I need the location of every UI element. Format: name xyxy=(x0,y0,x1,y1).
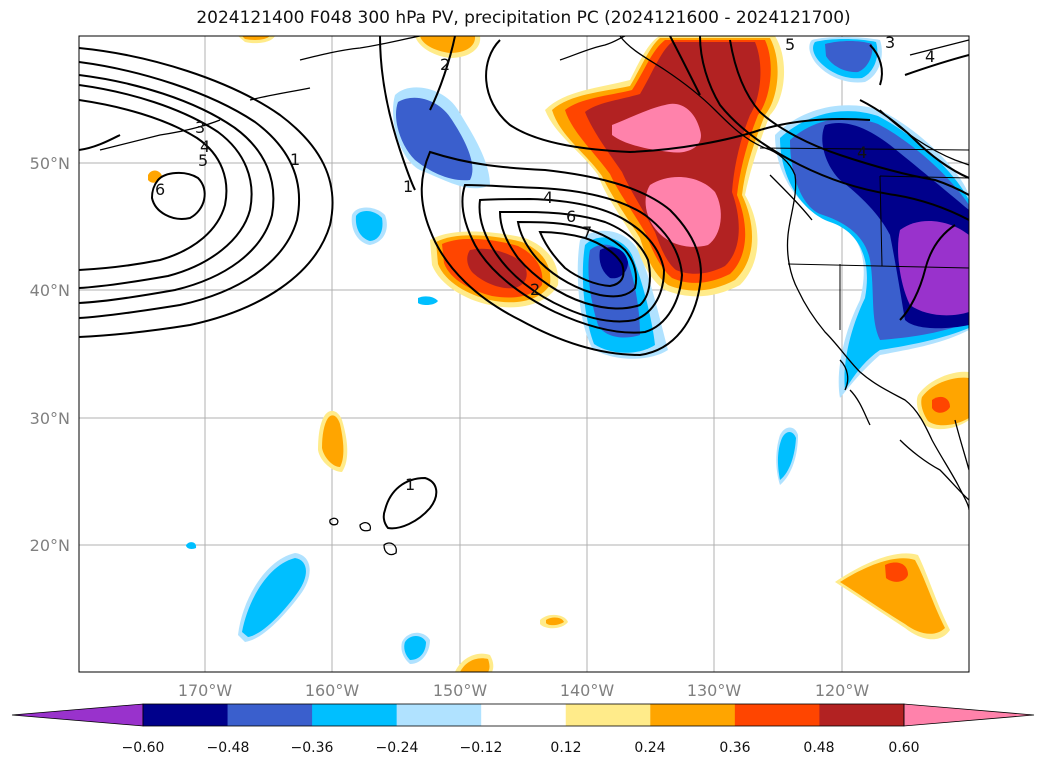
colorbar-tick-label: −0.48 xyxy=(207,740,250,756)
lon-label-150w: 150°W xyxy=(433,681,488,700)
contour-label-4d: 4 xyxy=(925,47,935,66)
contour-label-4a: 4 xyxy=(543,188,553,207)
colorbar-segments xyxy=(11,703,1035,727)
contour-label-5b: 5 xyxy=(785,35,795,54)
contour-label-1b: 1 xyxy=(403,177,413,196)
colorbar-segment xyxy=(565,704,651,726)
colorbar-extend-high xyxy=(903,703,1035,727)
contour-label-group: 1 1 1 2 2 3 3 4 4 4 4 5 5 6 6 7 xyxy=(155,33,935,494)
plot-area: 1 1 1 2 2 3 3 4 4 4 4 5 5 6 6 7 xyxy=(79,33,969,672)
contour-label-3b: 3 xyxy=(195,118,205,137)
colorbar-segment xyxy=(312,704,398,726)
lon-label-170w: 170°W xyxy=(178,681,233,700)
pv-contours xyxy=(79,36,969,530)
contour-label-6b: 6 xyxy=(155,180,165,199)
colorbar-segment xyxy=(819,704,905,726)
lon-label-120w: 120°W xyxy=(815,681,870,700)
plot-frame xyxy=(78,35,970,673)
contour-label-2a: 2 xyxy=(440,55,450,74)
longitude-labels: 170°W 160°W 150°W 140°W 130°W 120°W xyxy=(178,681,870,700)
colorbar-segment xyxy=(396,704,482,726)
latitude-labels: 50°N 40°N 30°N 20°N xyxy=(30,154,70,555)
map-title: 2024121400 F048 300 hPa PV, precipitatio… xyxy=(196,8,851,28)
contour-label-1c: 1 xyxy=(405,475,415,494)
contour-label-3a: 3 xyxy=(885,33,895,52)
lon-label-130w: 130°W xyxy=(687,681,742,700)
colorbar-segment xyxy=(650,704,736,726)
contour-label-5a: 5 xyxy=(198,151,208,170)
colorbar-segment xyxy=(143,704,229,726)
colorbar-tick-label: 0.12 xyxy=(550,740,581,756)
contour-label-2b: 2 xyxy=(530,280,540,299)
colorbar-tick-label: 0.24 xyxy=(634,740,665,756)
lat-label-50n: 50°N xyxy=(30,154,70,173)
coastlines xyxy=(99,36,969,556)
colorbar-tick-label: 0.60 xyxy=(888,740,919,756)
contour-label-4b: 4 xyxy=(200,137,210,156)
lat-label-30n: 30°N xyxy=(30,409,70,428)
lon-label-140w: 140°W xyxy=(560,681,615,700)
colorbar-frame xyxy=(142,703,905,727)
contour-label-1a: 1 xyxy=(290,150,300,169)
colorbar-segment xyxy=(734,704,820,726)
contour-label-4c: 4 xyxy=(857,143,867,162)
lat-label-20n: 20°N xyxy=(30,536,70,555)
colorbar-tick-label: −0.24 xyxy=(376,740,419,756)
colorbar-tick-label: 0.48 xyxy=(803,740,834,756)
precip-negative-fields xyxy=(186,37,969,664)
colorbar-tick-label: −0.12 xyxy=(460,740,503,756)
colorbar-tick-label: −0.60 xyxy=(122,740,165,756)
lon-label-160w: 160°W xyxy=(305,681,360,700)
colorbar-tick-labels: −0.60 −0.48 −0.36 −0.24 −0.12 0.12 0.24 … xyxy=(122,740,920,756)
contour-label-6a: 6 xyxy=(566,207,576,226)
colorbar: −0.60 −0.48 −0.36 −0.24 −0.12 0.12 0.24 … xyxy=(11,703,1035,756)
colorbar-extend-low xyxy=(11,703,144,727)
colorbar-segment xyxy=(227,704,313,726)
colorbar-tick-label: 0.36 xyxy=(719,740,750,756)
colorbar-segment xyxy=(481,704,567,726)
state-borders xyxy=(759,147,969,330)
colorbar-tick-label: −0.36 xyxy=(291,740,334,756)
lat-label-40n: 40°N xyxy=(30,281,70,300)
contour-label-7: 7 xyxy=(582,223,592,242)
